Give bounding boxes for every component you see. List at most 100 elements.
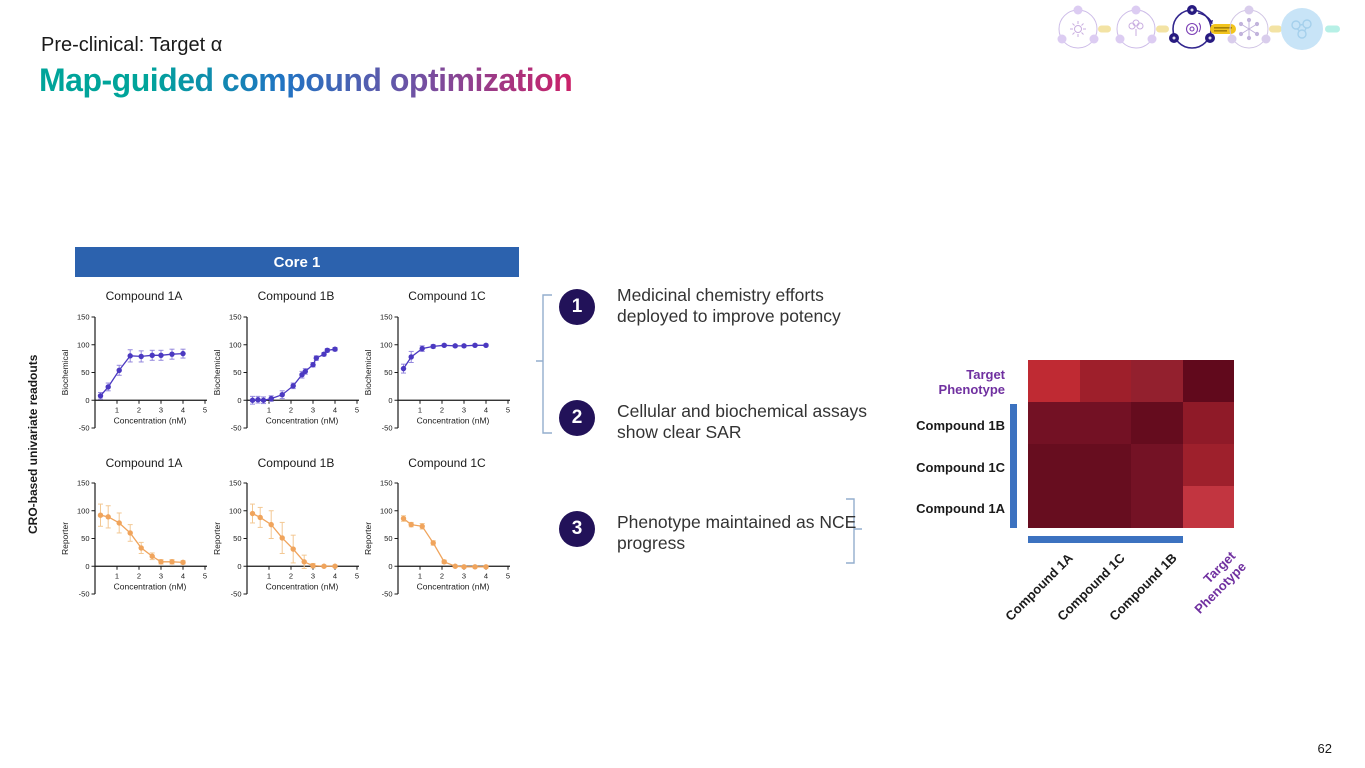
svg-text:150: 150 — [77, 479, 90, 488]
heatmap-cell — [1079, 486, 1131, 528]
pipeline-stage-4-icon — [1227, 5, 1271, 49]
svg-text:-50: -50 — [382, 424, 393, 433]
callout-text-2: Cellular and biochemical assays show cle… — [617, 401, 867, 442]
heatmap-cell — [1131, 402, 1183, 444]
svg-text:50: 50 — [81, 368, 89, 377]
svg-text:3: 3 — [462, 571, 466, 580]
svg-text:4: 4 — [333, 405, 337, 414]
chart-reporter-compound-1b: -50 0 50 100 150 1 2 3 4 5 Concentration (nM) Repor… — [211, 471, 363, 599]
pipeline-stage-1-icon — [1057, 5, 1099, 49]
svg-text:3: 3 — [159, 405, 163, 414]
svg-text:Reporter: Reporter — [363, 522, 373, 555]
svg-text:50: 50 — [384, 368, 392, 377]
svg-text:150: 150 — [380, 313, 393, 322]
heatmap-cell — [1131, 486, 1183, 528]
svg-text:5: 5 — [506, 405, 510, 414]
pipeline-connector — [1098, 25, 1111, 33]
cycle-icon — [1185, 22, 1202, 36]
svg-text:5: 5 — [355, 571, 359, 580]
svg-text:150: 150 — [77, 313, 90, 322]
svg-text:4: 4 — [181, 571, 185, 580]
svg-text:100: 100 — [229, 506, 242, 515]
svg-text:2: 2 — [289, 405, 293, 414]
heatmap-col-label-target-phenotype: Target Phenotype — [1190, 548, 1249, 617]
svg-text:-50: -50 — [382, 590, 393, 599]
chart-biochemical-compound-1a: -50 0 50 100 150 1 2 3 4 5 Concentration (nM) Bioch… — [59, 305, 211, 433]
heatmap-cell — [1028, 486, 1080, 528]
svg-text:2: 2 — [137, 571, 141, 580]
heatmap-row-group-bar — [1010, 404, 1017, 528]
heatmap-cell — [1182, 444, 1234, 486]
bracket-callouts-1-2 — [536, 294, 552, 434]
svg-text:5: 5 — [506, 571, 510, 580]
heatmap-cell — [1131, 444, 1183, 486]
advance-badge — [1210, 24, 1236, 34]
svg-text:5: 5 — [203, 571, 207, 580]
pipeline-stage-5-icon — [1281, 8, 1323, 50]
svg-text:0: 0 — [388, 396, 392, 405]
chart-title: Compound 1B — [257, 289, 335, 303]
svg-text:2: 2 — [289, 571, 293, 580]
heatmap-cell — [1028, 360, 1080, 402]
svg-text:1: 1 — [267, 405, 271, 414]
svg-text:Concentration (nM): Concentration (nM) — [266, 415, 339, 425]
core-panel-side-label: CRO-based univariate readouts — [26, 354, 40, 534]
svg-text:1: 1 — [267, 571, 271, 580]
kicker: Pre-clinical: Target α — [41, 34, 223, 56]
chart-reporter-compound-1c: -50 0 50 100 150 1 2 3 4 5 Concentration (nM) Repor… — [362, 471, 514, 599]
heatmap-cell — [1182, 486, 1234, 528]
heatmap-row-label-target-phenotype: Target Phenotype — [938, 367, 1005, 398]
svg-text:3: 3 — [311, 405, 315, 414]
heatmap-cell — [1079, 402, 1131, 444]
heatmap-cell — [1182, 360, 1234, 402]
svg-text:Biochemical: Biochemical — [60, 349, 70, 395]
svg-text:100: 100 — [380, 340, 393, 349]
chart-title: Compound 1C — [408, 289, 486, 303]
pipeline-connector — [1269, 25, 1282, 33]
svg-text:Concentration (nM): Concentration (nM) — [114, 581, 187, 591]
svg-text:1: 1 — [115, 405, 119, 414]
pipeline-diagram — [1057, 5, 1340, 50]
heatmap-cell — [1028, 402, 1080, 444]
heatmap-cell — [1131, 360, 1183, 402]
svg-text:Reporter: Reporter — [212, 522, 222, 555]
svg-text:3: 3 — [311, 571, 315, 580]
callout-number-3: 3 — [559, 511, 595, 547]
svg-text:50: 50 — [233, 368, 241, 377]
heatmap-row-label-compound-1c: Compound 1C — [916, 460, 1005, 475]
bracket-callout-3 — [846, 498, 862, 564]
svg-text:2: 2 — [440, 405, 444, 414]
chart-title: Compound 1B — [257, 456, 335, 470]
chart-biochemical-compound-1c: -50 0 50 100 150 1 2 3 4 5 Concentration (nM) Bioch… — [362, 305, 514, 433]
heatmap-row-label-compound-1b: Compound 1B — [916, 418, 1005, 433]
svg-text:3: 3 — [159, 571, 163, 580]
svg-text:1: 1 — [115, 571, 119, 580]
pipeline-connector — [1156, 25, 1169, 33]
heatmap-row-label-compound-1a: Compound 1A — [916, 501, 1005, 516]
svg-text:Concentration (nM): Concentration (nM) — [417, 581, 490, 591]
svg-text:Reporter: Reporter — [60, 522, 70, 555]
svg-text:-50: -50 — [79, 590, 90, 599]
svg-text:5: 5 — [203, 405, 207, 414]
svg-text:1: 1 — [418, 571, 422, 580]
burst-icon — [1070, 21, 1086, 37]
pipeline-stage-3-icon — [1169, 5, 1215, 49]
svg-text:0: 0 — [388, 562, 392, 571]
svg-text:100: 100 — [77, 506, 90, 515]
core-panel-header: Core 1 — [75, 247, 519, 277]
svg-text:Concentration (nM): Concentration (nM) — [114, 415, 187, 425]
network-icon — [1238, 17, 1260, 41]
svg-text:0: 0 — [85, 562, 89, 571]
heatmap-cell — [1079, 360, 1131, 402]
svg-text:50: 50 — [233, 534, 241, 543]
heatmap-cell — [1182, 402, 1234, 444]
svg-text:Concentration (nM): Concentration (nM) — [417, 415, 490, 425]
chart-title: Compound 1A — [105, 456, 183, 470]
svg-text:100: 100 — [77, 340, 90, 349]
page-title: Map-guided compound optimization — [39, 62, 573, 98]
heatmap-col-group-bar — [1028, 536, 1183, 543]
svg-text:0: 0 — [237, 396, 241, 405]
svg-text:100: 100 — [380, 506, 393, 515]
callout-text-3: Phenotype maintained as NCE progress — [617, 512, 857, 553]
